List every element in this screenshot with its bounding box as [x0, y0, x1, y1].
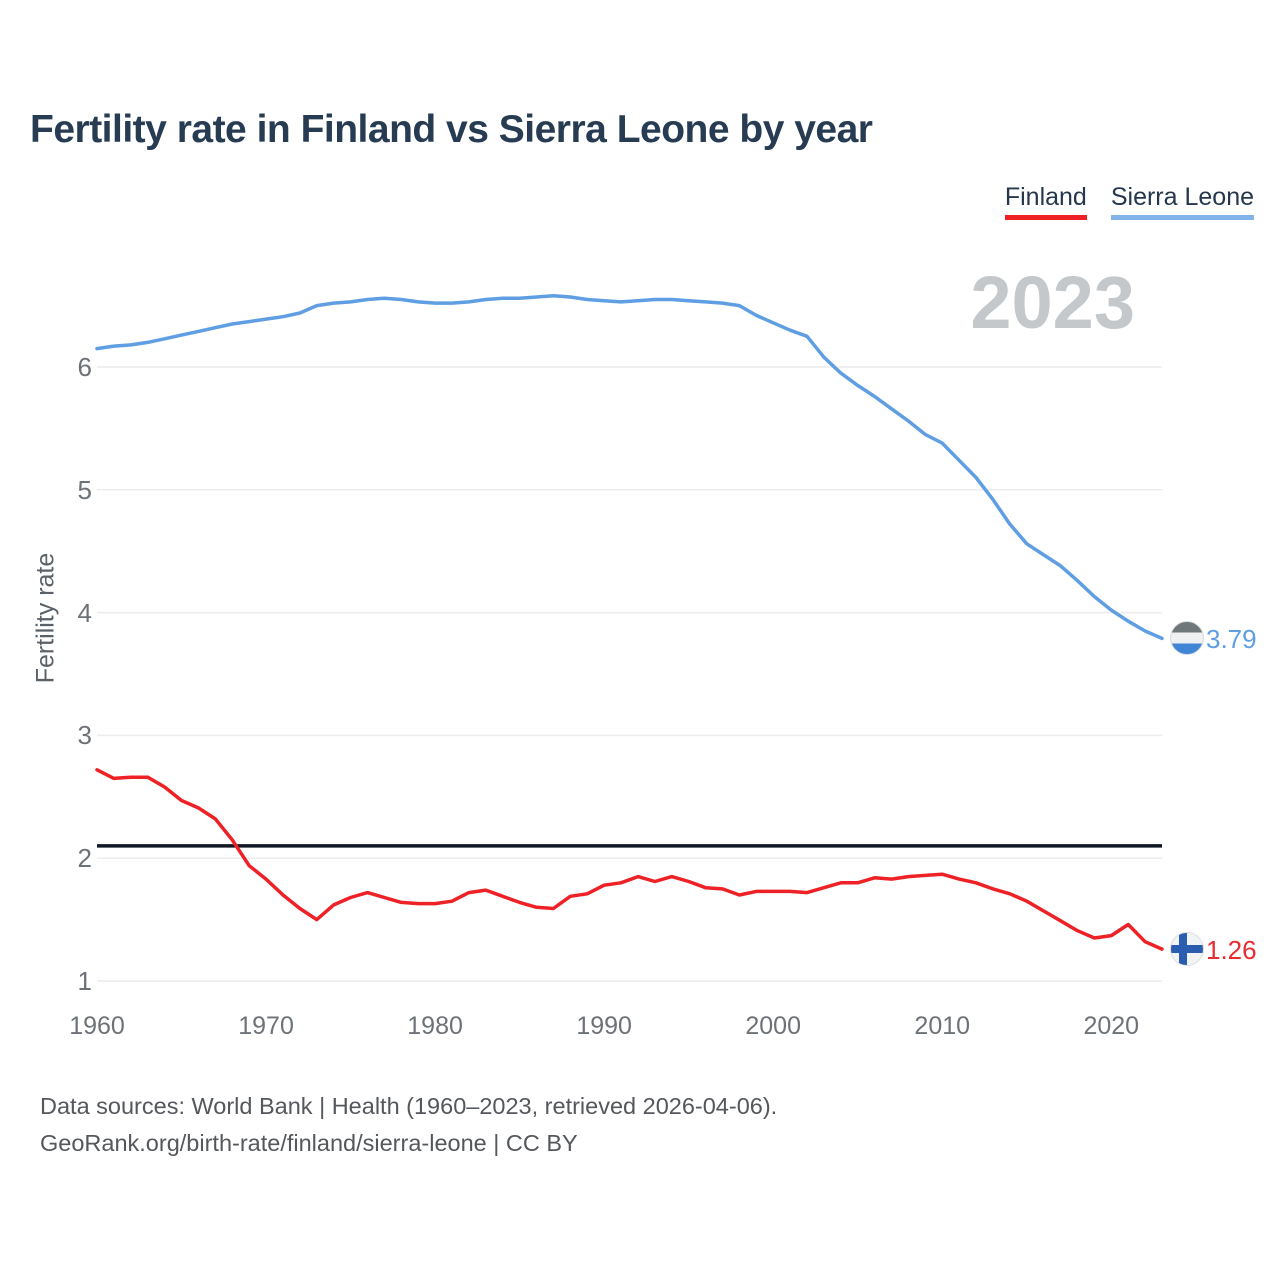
y-tick-label: 6	[77, 352, 92, 382]
y-tick-label: 3	[77, 720, 92, 751]
x-tick-label: 1970	[238, 1012, 294, 1040]
y-tick-label: 4	[77, 597, 92, 628]
sierra-leone-flag-icon	[1170, 621, 1204, 655]
chart-title: Fertility rate in Finland vs Sierra Leon…	[30, 108, 873, 151]
legend-item-finland[interactable]: Finland	[1004, 183, 1087, 220]
y-tick-label: 5	[77, 474, 92, 505]
x-tick-label: 2000	[745, 1012, 801, 1040]
footer-sources-line: Data sources: World Bank | Health (1960–…	[40, 1093, 778, 1119]
sierra-leone-value-label: 3.79	[1206, 624, 1257, 654]
y-tick-label: 2	[77, 843, 92, 874]
x-tick-label: 1980	[407, 1012, 463, 1040]
x-tick-label: 1990	[576, 1012, 632, 1040]
year-watermark: 2023	[970, 261, 1135, 344]
finland-value-label: 1.26	[1206, 935, 1257, 965]
sierra-leone-line	[95, 294, 1164, 641]
legend-label-sierra-leone: Sierra Leone	[1110, 183, 1254, 211]
x-tick-label: 1960	[69, 1012, 125, 1040]
finland-flag-icon	[1170, 932, 1204, 966]
x-tick-label: 2010	[914, 1012, 971, 1040]
y-tick-label: 1	[77, 966, 92, 996]
footer-attribution-line: GeoRank.org/birth-rate/finland/sierra-le…	[40, 1130, 578, 1156]
x-tick-label: 2020	[1083, 1012, 1140, 1040]
finland-line	[95, 768, 1164, 951]
legend: Finland Sierra Leone	[1004, 183, 1254, 220]
legend-item-sierra-leone[interactable]: Sierra Leone	[1110, 183, 1254, 220]
footer: Data sources: World Bank | Health (1960–…	[40, 1088, 777, 1162]
legend-label-finland: Finland	[1004, 183, 1087, 211]
